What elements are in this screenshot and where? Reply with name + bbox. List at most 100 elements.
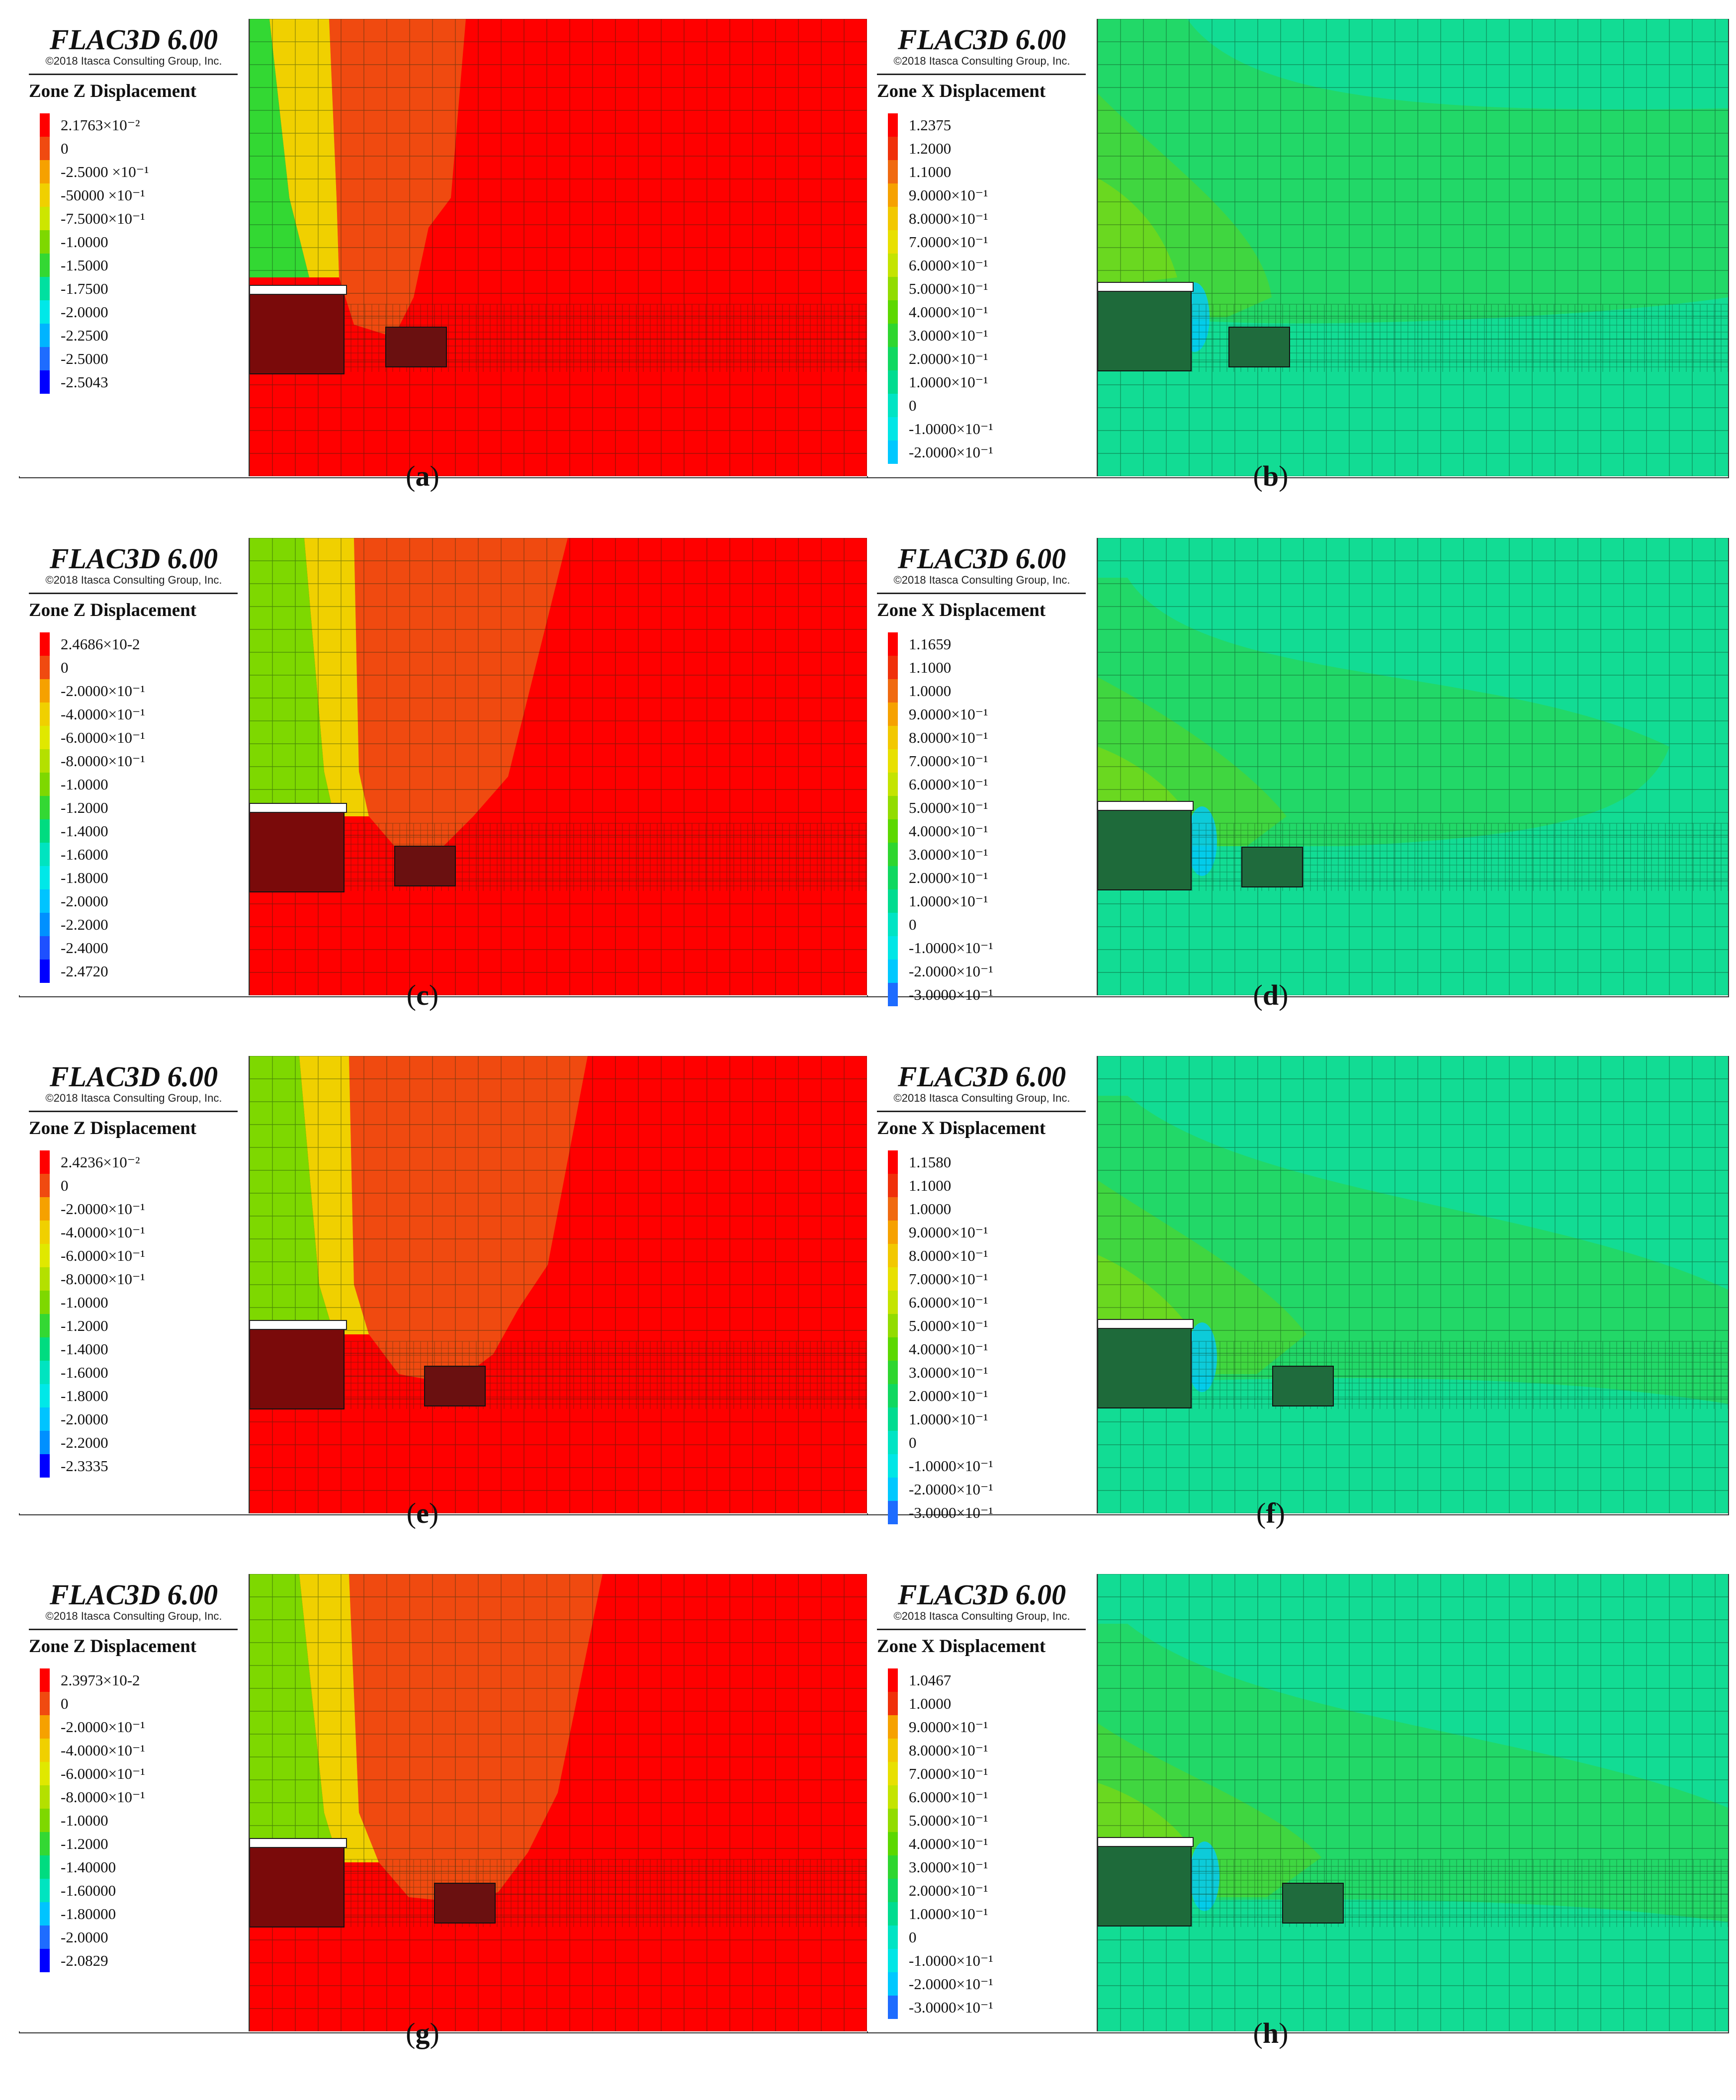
legend-entry: -1.8000 — [40, 866, 239, 889]
legend-swatch — [40, 1832, 50, 1855]
legend-swatch — [888, 394, 898, 417]
legend-entry: -1.0000×10⁻¹ — [888, 1454, 1087, 1478]
legend-value: 0 — [909, 1928, 917, 1946]
legend-swatch — [888, 1221, 898, 1244]
copyright-text: ©2018 Itasca Consulting Group, Inc. — [893, 55, 1070, 67]
legend-entry: -1.2000 — [40, 1832, 239, 1855]
support-plate — [250, 1320, 347, 1330]
legend-value: -1.0000×10⁻¹ — [909, 1457, 993, 1475]
legend-entry: 1.0467 — [888, 1668, 1087, 1692]
legend-value: 3.0000×10⁻¹ — [909, 326, 988, 344]
legend: FLAC3D 6.00 ©2018 Itasca Consulting Group… — [19, 19, 250, 476]
contour-svg — [1098, 1574, 1728, 2031]
legend-entry: -4.0000×10⁻¹ — [40, 1221, 239, 1244]
legend-entry: 1.0000 — [888, 1692, 1087, 1715]
contour-plot — [1098, 538, 1728, 995]
legend-entry: -2.0000 — [40, 889, 239, 913]
legend-value: -3.0000×10⁻¹ — [909, 1503, 993, 1521]
legend-entries: 1.1659 1.1000 1.0000 9.0000×10⁻¹ 8.0000×10⁻¹… — [888, 632, 1087, 1006]
legend-value: 1.0000 — [909, 1200, 952, 1218]
roadway-block — [385, 327, 447, 367]
roadway-block — [394, 846, 456, 886]
roadway-block — [1241, 847, 1303, 887]
legend-swatch — [888, 1337, 898, 1361]
legend-swatch — [40, 913, 50, 936]
legend-divider — [877, 593, 1086, 594]
legend-swatch — [888, 1809, 898, 1832]
mesh-grid — [250, 1056, 880, 1513]
legend-swatch — [888, 370, 898, 394]
legend-entry: 5.0000×10⁻¹ — [888, 1314, 1087, 1337]
contour-plot — [1098, 1574, 1728, 2031]
legend-swatch — [40, 1384, 50, 1407]
legend-entry: 6.0000×10⁻¹ — [888, 1785, 1087, 1809]
roadway-block — [1272, 1366, 1334, 1406]
legend-entry: -8.0000×10⁻¹ — [40, 1267, 239, 1291]
legend-swatch — [888, 1454, 898, 1478]
legend-swatch — [888, 1361, 898, 1384]
legend-entry: 0 — [888, 394, 1087, 417]
legend-swatch — [40, 113, 50, 137]
legend: FLAC3D 6.00 ©2018 Itasca Consulting Group… — [19, 1056, 250, 1513]
legend-value: -6.0000×10⁻¹ — [61, 1764, 145, 1782]
copyright-text: ©2018 Itasca Consulting Group, Inc. — [893, 1610, 1070, 1622]
legend-entry: -6.0000×10⁻¹ — [40, 1762, 239, 1785]
legend-value: 9.0000×10⁻¹ — [909, 705, 988, 723]
panel-caption: (a) — [406, 460, 439, 492]
legend-value: 6.0000×10⁻¹ — [909, 775, 988, 793]
legend: FLAC3D 6.00 ©2018 Itasca Consulting Group… — [867, 19, 1098, 476]
legend-heading: Zone Z Displacement — [29, 1636, 197, 1657]
legend-value: 7.0000×10⁻¹ — [909, 233, 988, 251]
contour-zone-mid — [299, 1574, 379, 1862]
legend-swatch — [888, 347, 898, 370]
legend-entry: -1.0000 — [40, 1809, 239, 1832]
legend-swatch — [888, 702, 898, 726]
legend-entry: -1.0000 — [40, 230, 239, 254]
legend-swatch — [40, 207, 50, 230]
legend-entry: 1.1000 — [888, 1174, 1087, 1197]
legend-value: 6.0000×10⁻¹ — [909, 256, 988, 274]
legend-entries: 2.4236×10⁻² 0 -2.0000×10⁻¹ -4.0000×10⁻¹ -6.0… — [40, 1150, 239, 1478]
contour-zone-mid — [304, 538, 369, 816]
legend-entry: 1.0000 — [888, 679, 1087, 702]
contour-plot — [250, 1574, 880, 2031]
panel-e: FLAC3D 6.00 ©2018 Itasca Consulting Group… — [19, 1056, 881, 1515]
legend-swatch — [40, 726, 50, 749]
legend-heading: Zone Z Displacement — [29, 1118, 197, 1138]
mesh-grid — [1098, 538, 1728, 995]
panel-f: FLAC3D 6.00 ©2018 Itasca Consulting Group… — [867, 1056, 1729, 1524]
legend-value: 2.1763×10⁻² — [61, 116, 140, 134]
legend-swatch — [40, 843, 50, 866]
legend-entry: 8.0000×10⁻¹ — [888, 1739, 1087, 1762]
panel-caption: (h) — [1253, 2017, 1289, 2049]
legend-value: 0 — [61, 1176, 69, 1194]
mesh-grid — [250, 1574, 880, 2031]
legend-swatch — [40, 889, 50, 913]
software-title: FLAC3D 6.00 — [897, 1578, 1066, 1611]
legend-value: 5.0000×10⁻¹ — [909, 1811, 988, 1829]
mesh-grid — [250, 19, 880, 476]
support-plate — [250, 803, 347, 813]
legend-entry: 8.0000×10⁻¹ — [888, 1244, 1087, 1267]
legend-value: 2.4686×10-2 — [61, 635, 140, 653]
legend-swatch — [888, 913, 898, 936]
legend-swatch — [888, 1762, 898, 1785]
legend-value: 2.3973×10-2 — [61, 1671, 140, 1689]
contour-zone-core — [1098, 747, 1182, 816]
legend-entry: -2.2000 — [40, 913, 239, 936]
contour-zone-plume — [1098, 19, 1728, 324]
panel-b: FLAC3D 6.00 ©2018 Itasca Consulting Group… — [867, 19, 1729, 478]
legend-swatch — [40, 960, 50, 983]
legend-value: -50000 ×10⁻¹ — [61, 186, 145, 204]
legend-value: -4.0000×10⁻¹ — [61, 705, 145, 723]
contour-zone-mid — [269, 19, 339, 277]
legend-swatch — [888, 1244, 898, 1267]
legend-swatch — [888, 324, 898, 347]
legend-swatch — [40, 819, 50, 843]
legend-value: 3.0000×10⁻¹ — [909, 1858, 988, 1876]
legend-entry: 1.0000×10⁻¹ — [888, 1902, 1087, 1925]
mesh-grid — [250, 538, 880, 995]
legend-value: 4.0000×10⁻¹ — [909, 1835, 988, 1852]
legend-entry: 2.0000×10⁻¹ — [888, 1384, 1087, 1407]
legend-value: 8.0000×10⁻¹ — [909, 1246, 988, 1264]
